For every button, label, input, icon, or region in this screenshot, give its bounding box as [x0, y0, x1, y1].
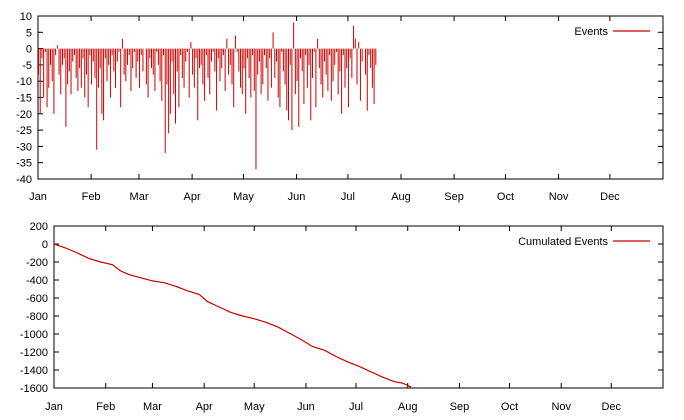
events-chart: 10 5 0 -5 -10 -15 -20 -25 -30 -35 -40 Jan Feb Mar Apr M… [16, 11, 664, 203]
x-tick-label: Mar [130, 191, 149, 203]
x-tick-label: Jun [288, 191, 306, 203]
x-tick-label: Aug [391, 191, 411, 203]
y-tick-label: -1400 [20, 365, 48, 377]
y-tick-label: 0 [42, 239, 48, 251]
y-tick-label: 10 [20, 11, 32, 23]
plot-frame [53, 225, 664, 389]
y-tick-label: -35 [16, 158, 32, 170]
x-tick-label: Nov [551, 401, 571, 413]
x-tick-label: Jul [341, 191, 355, 203]
x-tick-label: Nov [549, 191, 569, 203]
x-tick-label: Apr [184, 191, 201, 203]
y-tick-label: -800 [26, 311, 48, 323]
x-tick-label: May [244, 401, 265, 413]
y-tick-label: -600 [26, 293, 48, 305]
cumulated-events-line [53, 243, 412, 388]
y-tick-label: 5 [26, 27, 32, 39]
y-tick-label: -40 [16, 174, 32, 186]
x-tick-label: Dec [600, 191, 620, 203]
y-tick-label: -15 [16, 93, 32, 105]
x-tick-label: Oct [501, 401, 518, 413]
x-tick-label: May [233, 191, 254, 203]
x-tick-label: Oct [497, 191, 514, 203]
x-tick-label: Mar [143, 401, 162, 413]
x-tick-label: Feb [96, 401, 115, 413]
x-tick-label: Feb [82, 191, 101, 203]
y-tick-label: -400 [26, 275, 48, 287]
y-tick-label: -1600 [20, 383, 48, 395]
y-tick-label: -20 [16, 109, 32, 121]
x-tick-label: Dec [601, 401, 621, 413]
y-tick-label: -1000 [20, 329, 48, 341]
y-tick-label: -30 [16, 141, 32, 153]
x-tick-label: Aug [398, 401, 418, 413]
y-tick-label: 0 [26, 44, 32, 56]
plot-frame [37, 15, 664, 180]
x-tick-label: Jun [297, 401, 315, 413]
y-tick-label: -1200 [20, 347, 48, 359]
y-tick-label: -200 [26, 257, 48, 269]
x-tick-label: Sep [444, 191, 464, 203]
x-tick-label: Jul [349, 401, 363, 413]
y-tick-label: -5 [22, 60, 32, 72]
x-tick-label: Apr [196, 401, 213, 413]
legend-label: Events [574, 26, 608, 38]
x-tick-label: Sep [450, 401, 470, 413]
y-tick-label: 200 [30, 221, 48, 233]
y-tick-label: -25 [16, 125, 32, 137]
x-tick-label: Jan [45, 401, 63, 413]
legend-label: Cumulated Events [518, 236, 608, 248]
y-tick-label: -10 [16, 76, 32, 88]
x-tick-label: Jan [29, 191, 47, 203]
cumulated-events-chart: 200 0 -200 -400 -600 -800 -1000 -1200 -1400 -1600… [20, 221, 664, 413]
